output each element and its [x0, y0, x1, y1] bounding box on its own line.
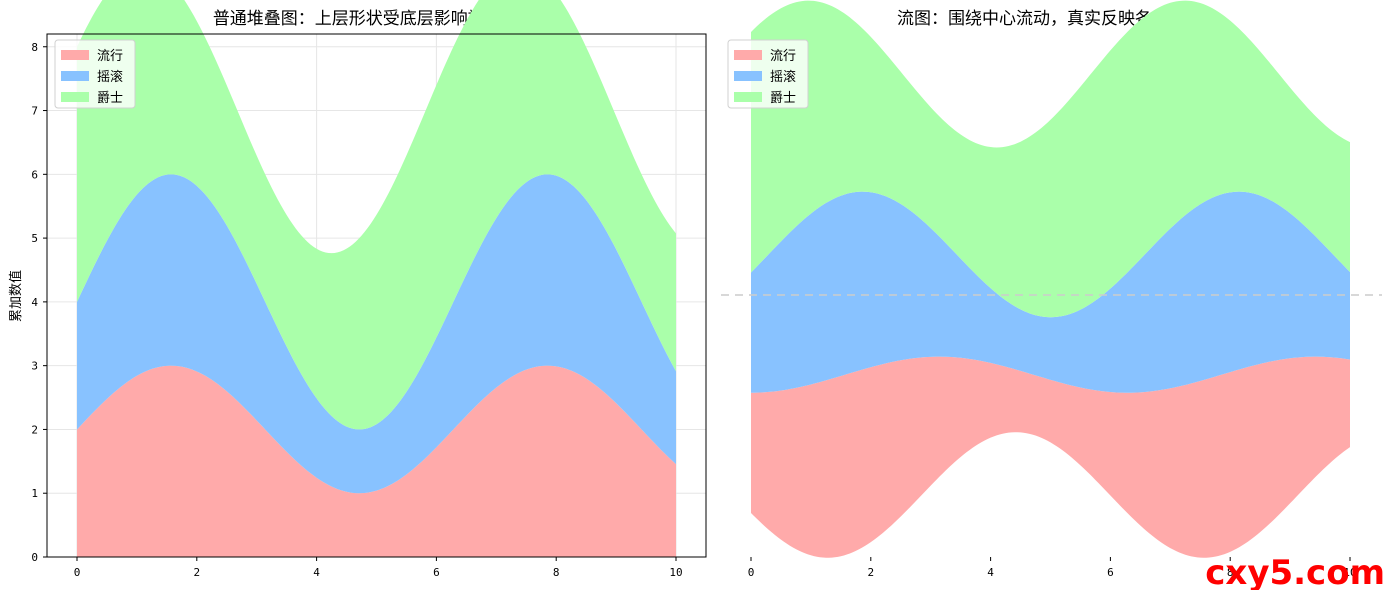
x-tick-label: 2	[867, 566, 874, 579]
legend-label: 摇滚	[770, 69, 796, 85]
y-tick-label: 3	[31, 360, 38, 373]
right-stream-3	[751, 0, 1350, 318]
legend-label: 流行	[770, 49, 796, 64]
right-stream-2	[751, 191, 1350, 393]
legend-swatch	[734, 50, 762, 60]
y-tick-label: 2	[31, 423, 38, 436]
x-tick-label: 6	[1107, 566, 1114, 579]
left-area-2	[77, 174, 676, 494]
legend-swatch	[734, 92, 762, 102]
x-tick-label: 2	[193, 566, 200, 579]
y-tick-label: 4	[31, 296, 38, 309]
right-stream-1	[751, 356, 1350, 558]
legend-swatch	[734, 71, 762, 81]
x-tick-label: 10	[1343, 566, 1356, 579]
x-tick-label: 8	[553, 566, 560, 579]
watermark: cxy5.com	[1205, 553, 1385, 590]
right-x-axis: 0 2 4 6 8 10	[748, 557, 1357, 579]
x-tick-label: 10	[669, 566, 682, 579]
legend-label: 爵士	[770, 91, 796, 106]
left-area-3	[77, 0, 676, 430]
legend-label: 爵士	[97, 91, 123, 106]
left-plot-frame	[46, 33, 707, 558]
legend-swatch	[61, 71, 89, 81]
left-stacked-areas	[77, 0, 676, 557]
left-y-axis: 0 1 2 3 4 5 6 7 8	[31, 41, 47, 564]
x-tick-label: 8	[1227, 566, 1234, 579]
y-tick-label: 1	[31, 487, 38, 500]
legend-swatch	[61, 50, 89, 60]
y-tick-label: 7	[31, 105, 38, 118]
y-tick-label: 5	[31, 232, 38, 245]
y-tick-label: 8	[31, 41, 38, 54]
x-tick-label: 0	[748, 566, 755, 579]
left-y-axis-label: 累加数值	[8, 270, 24, 322]
y-tick-label: 0	[31, 551, 38, 564]
x-tick-label: 4	[987, 566, 994, 579]
x-tick-label: 4	[313, 566, 320, 579]
right-chart-title: 流图：围绕中心流动，真实反映各层厚度	[897, 9, 1203, 29]
y-tick-label: 6	[31, 168, 38, 181]
x-tick-label: 6	[433, 566, 440, 579]
left-area-1	[77, 365, 676, 557]
left-x-axis: 0 2 4 6 8 10	[74, 557, 683, 579]
legend-label: 摇滚	[97, 69, 123, 85]
left-chart: 普通堆叠图：上层形状受底层影响被'顶'歪了 0 2 4 6 8 10 012345678 …	[8, 0, 707, 579]
right-streamgraph-areas	[751, 0, 1350, 558]
left-chart-title: 普通堆叠图：上层形状受底层影响被'顶'歪了	[213, 9, 545, 29]
legend-label: 流行	[97, 49, 123, 64]
legend-swatch	[61, 92, 89, 102]
x-tick-label: 0	[74, 566, 81, 579]
